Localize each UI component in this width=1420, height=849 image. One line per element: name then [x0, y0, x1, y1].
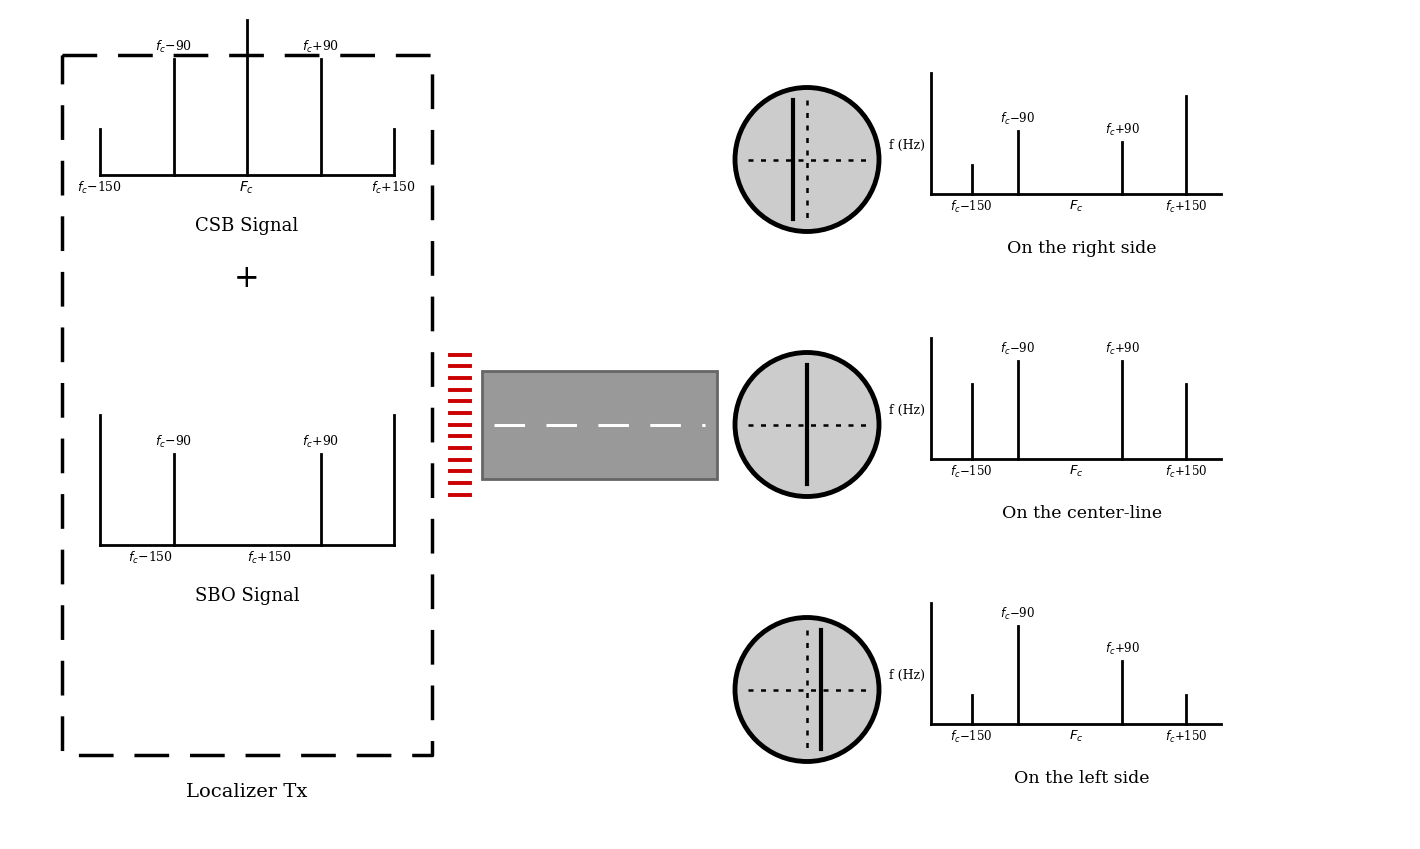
Text: $f_c$$-$150: $f_c$$-$150	[950, 199, 993, 215]
Circle shape	[736, 87, 879, 232]
Text: $f_c$$+$90: $f_c$$+$90	[1105, 641, 1140, 657]
Text: +: +	[234, 263, 260, 294]
Text: On the right side: On the right side	[1007, 240, 1156, 257]
Text: SBO Signal: SBO Signal	[195, 587, 300, 605]
Text: f (Hz): f (Hz)	[889, 404, 924, 417]
Text: $f_c$$+$150: $f_c$$+$150	[1164, 464, 1207, 480]
Text: $F_c$: $F_c$	[1069, 199, 1083, 214]
Bar	[481, 370, 717, 479]
Text: $f_c$$+$90: $f_c$$+$90	[302, 39, 339, 54]
Text: $f_c$$+$150: $f_c$$+$150	[1164, 729, 1207, 745]
Text: $F_c$: $F_c$	[1069, 464, 1083, 479]
Circle shape	[736, 617, 879, 762]
Text: $f_c$$-$90: $f_c$$-$90	[1001, 110, 1035, 127]
Text: $f_c$$+$90: $f_c$$+$90	[1105, 341, 1140, 357]
Text: $f_c$$-$150: $f_c$$-$150	[950, 729, 993, 745]
Text: $f_c$$+$150: $f_c$$+$150	[247, 550, 293, 566]
Text: $f_c$$-$150: $f_c$$-$150	[950, 464, 993, 480]
Text: $f_c$$-$90: $f_c$$-$90	[1001, 341, 1035, 357]
Text: $f_c$$+$90: $f_c$$+$90	[1105, 122, 1140, 138]
Text: $f_c$$+$150: $f_c$$+$150	[1164, 199, 1207, 215]
Text: f (Hz): f (Hz)	[889, 669, 924, 683]
Text: $f_c$$-$150: $f_c$$-$150	[128, 550, 173, 566]
Text: $f_c$$-$90: $f_c$$-$90	[155, 434, 192, 450]
Text: $f_c$$-$150: $f_c$$-$150	[78, 180, 122, 196]
Text: f (Hz): f (Hz)	[889, 139, 924, 152]
Circle shape	[736, 352, 879, 497]
Text: $F_c$: $F_c$	[1069, 729, 1083, 744]
Text: $f_c$$-$90: $f_c$$-$90	[1001, 606, 1035, 622]
Text: $f_c$$+$90: $f_c$$+$90	[302, 434, 339, 450]
Text: $f_c$$+$150: $f_c$$+$150	[372, 180, 416, 196]
Text: Localizer Tx: Localizer Tx	[186, 783, 308, 801]
Text: On the left side: On the left side	[1014, 770, 1150, 787]
Text: CSB Signal: CSB Signal	[196, 217, 298, 235]
Text: On the center-line: On the center-line	[1001, 505, 1162, 522]
Text: $f_c$$-$90: $f_c$$-$90	[155, 39, 192, 54]
Text: $F_c$: $F_c$	[240, 180, 254, 196]
